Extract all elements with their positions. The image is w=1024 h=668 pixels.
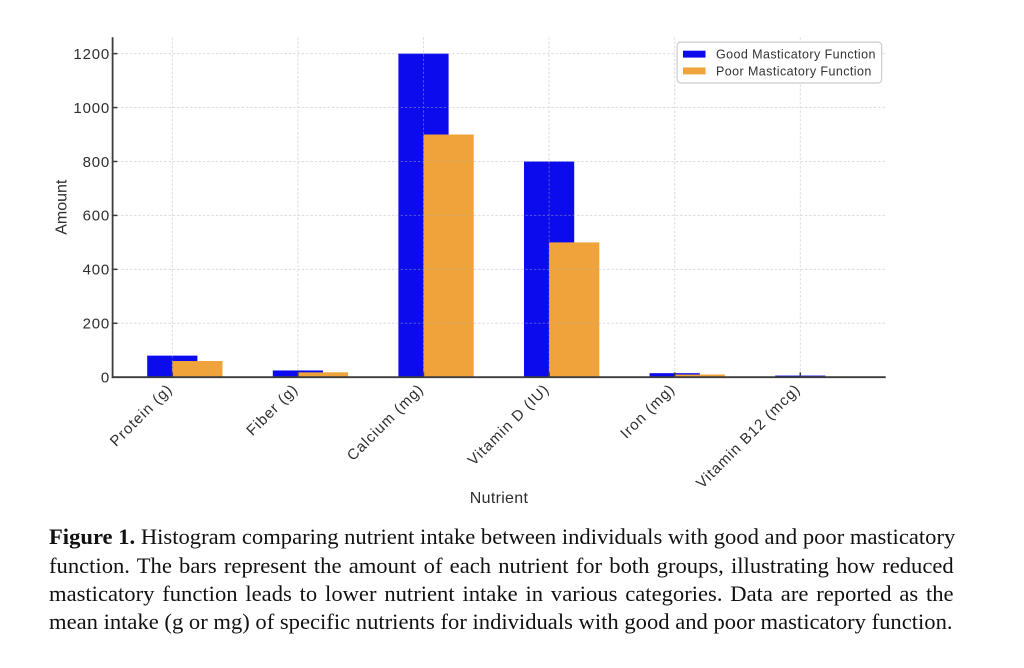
svg-text:800: 800 xyxy=(83,154,110,171)
svg-text:200: 200 xyxy=(83,316,110,333)
svg-text:Protein (g): Protein (g) xyxy=(107,381,176,450)
svg-text:Fiber (g): Fiber (g) xyxy=(243,381,301,439)
svg-text:0: 0 xyxy=(101,370,110,387)
svg-text:1200: 1200 xyxy=(73,46,110,63)
svg-text:Good Masticatory Function: Good Masticatory Function xyxy=(716,48,876,62)
svg-text:400: 400 xyxy=(83,262,110,279)
svg-text:1000: 1000 xyxy=(73,100,110,117)
svg-text:Vitamin B12 (mcg): Vitamin B12 (mcg) xyxy=(693,381,804,492)
svg-text:600: 600 xyxy=(83,208,110,225)
svg-text:Nutrient: Nutrient xyxy=(470,490,529,507)
svg-text:Vitamin D (IU): Vitamin D (IU) xyxy=(465,381,553,469)
svg-text:Amount: Amount xyxy=(54,179,71,235)
svg-text:Poor Masticatory Function: Poor Masticatory Function xyxy=(716,64,872,78)
svg-text:Calcium (mg): Calcium (mg) xyxy=(344,381,428,465)
svg-text:Iron (mg): Iron (mg) xyxy=(617,381,678,442)
